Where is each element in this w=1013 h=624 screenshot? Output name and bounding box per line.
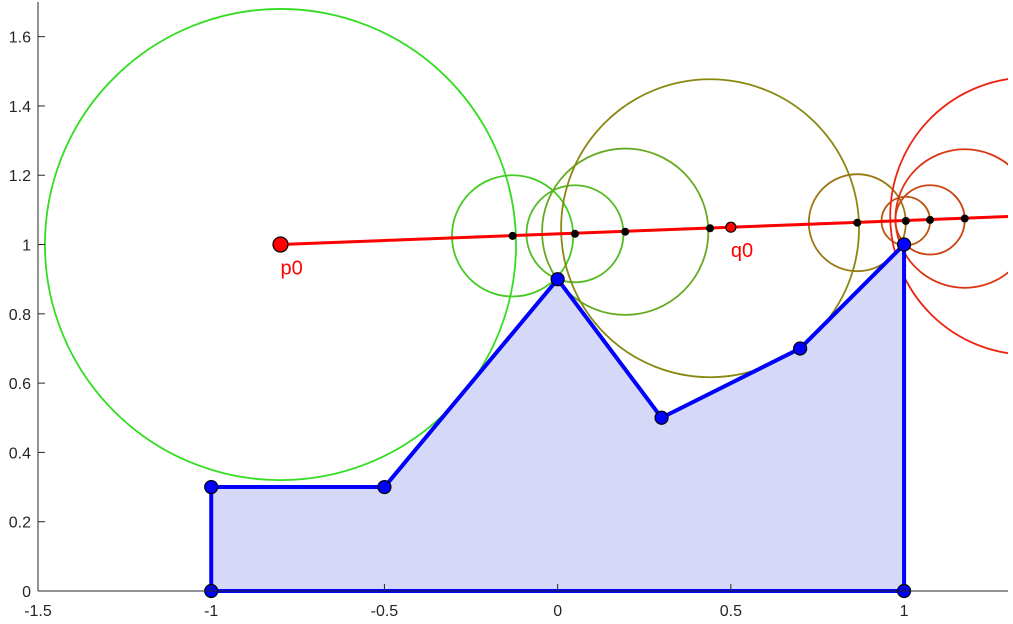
y-tick-label-1: 0 xyxy=(22,584,31,601)
x-tick-label-5: 0.5 xyxy=(720,603,742,620)
intersection-point-5 xyxy=(853,218,862,227)
intersection-point-6 xyxy=(901,216,910,225)
y-tick-label-9: 1.6 xyxy=(9,30,31,47)
point-q0 xyxy=(725,221,737,233)
polygon-vertex-6 xyxy=(793,341,808,356)
polygon-layer xyxy=(204,237,912,599)
x-tick-label-3: -0.5 xyxy=(371,603,399,620)
y-tick-label-4: 0.6 xyxy=(9,376,31,393)
x-tick-label-4: 0 xyxy=(553,603,562,620)
points-layer: p0 q0 xyxy=(272,214,969,280)
intersection-point-7 xyxy=(926,215,935,224)
polygon-vertex-3 xyxy=(377,479,392,495)
polygon-vertex-2 xyxy=(204,479,219,495)
x-tick-label-1: -1.5 xyxy=(24,603,52,620)
circle-5 xyxy=(560,78,860,379)
x-tick-label-2: -1 xyxy=(204,603,218,620)
axes-layer: -1.5 -1 -0.5 0 0.5 1 0 0.2 0.4 0.6 0.8 1 1.2 1.4 1.6 xyxy=(9,2,1008,620)
circle-9 xyxy=(894,148,1008,289)
intersection-point-8 xyxy=(960,214,969,223)
polygon-vertex-5 xyxy=(654,410,669,425)
polygon-shape xyxy=(209,242,907,593)
intersection-point-4 xyxy=(706,224,715,233)
point-label-q0: q0 xyxy=(731,240,753,262)
intersection-point-2 xyxy=(570,229,579,238)
intersection-point-1 xyxy=(508,231,517,240)
y-tick-label-8: 1.4 xyxy=(9,99,31,116)
point-p0 xyxy=(272,236,289,253)
polygon-vertex-7 xyxy=(896,237,912,252)
x-tick-label-6: 1 xyxy=(900,603,909,620)
polygon-vertex-4 xyxy=(550,272,565,287)
point-label-p0: p0 xyxy=(281,258,303,280)
y-tick-label-3: 0.4 xyxy=(9,445,31,462)
y-tick-label-5: 0.8 xyxy=(9,307,31,324)
ray-line xyxy=(280,215,1008,247)
circle-10 xyxy=(889,78,1008,355)
ray-layer xyxy=(280,215,1008,247)
y-tick-label-2: 0.2 xyxy=(9,515,31,532)
y-tick-label-7: 1.2 xyxy=(9,168,31,185)
intersection-point-3 xyxy=(621,227,630,236)
y-tick-label-6: 1 xyxy=(22,238,31,255)
